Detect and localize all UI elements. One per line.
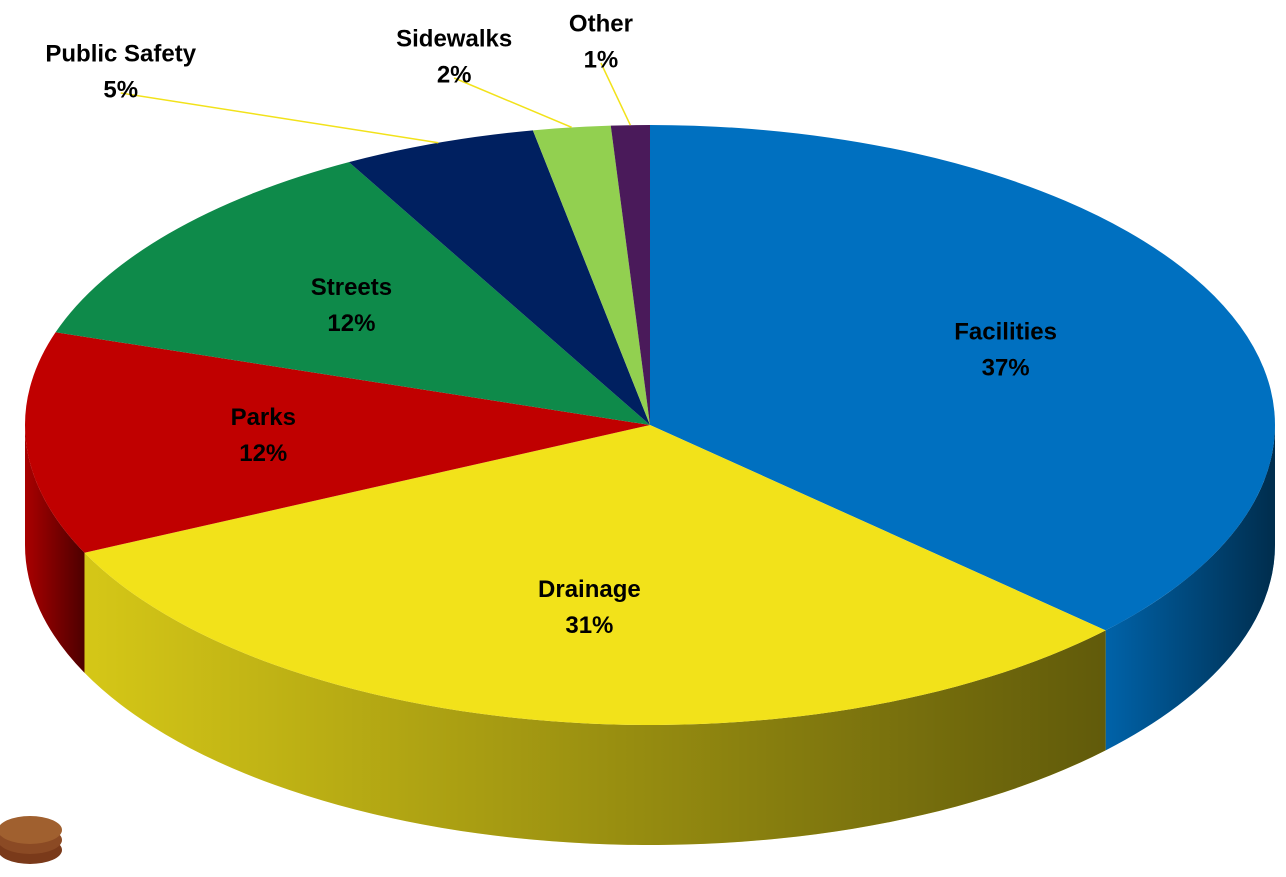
- slice: [532, 125, 650, 425]
- slice: [84, 425, 1106, 725]
- leader-line: [453, 77, 572, 129]
- slice: [610, 125, 650, 425]
- slice-side-shade: [84, 552, 1106, 845]
- data-label-name: Sidewalks: [396, 25, 512, 52]
- data-label-name: Streets: [311, 274, 392, 301]
- slice: [24, 332, 650, 553]
- data-label-value: 37%: [982, 354, 1030, 381]
- data-label-name: Other: [569, 10, 633, 37]
- data-label-value: 31%: [565, 612, 613, 639]
- data-label-value: 1%: [584, 46, 619, 73]
- data-label-value: 2%: [437, 61, 472, 88]
- data-label-name: Parks: [231, 404, 296, 431]
- data-label-name: Public Safety: [45, 40, 196, 67]
- leader-line: [600, 62, 632, 126]
- data-label-name: Facilities: [954, 318, 1057, 345]
- data-label-value: 12%: [327, 310, 375, 337]
- slice: [650, 125, 1275, 631]
- slice: [55, 162, 651, 425]
- slice: [348, 130, 650, 425]
- slice-side-shade: [24, 425, 85, 673]
- data-label-value: 5%: [103, 76, 138, 103]
- slice-side-shade: [1105, 425, 1275, 751]
- data-label-name: Drainage: [538, 576, 641, 603]
- data-label-value: 12%: [239, 440, 287, 467]
- leader-line: [120, 92, 439, 144]
- coins: [0, 816, 62, 864]
